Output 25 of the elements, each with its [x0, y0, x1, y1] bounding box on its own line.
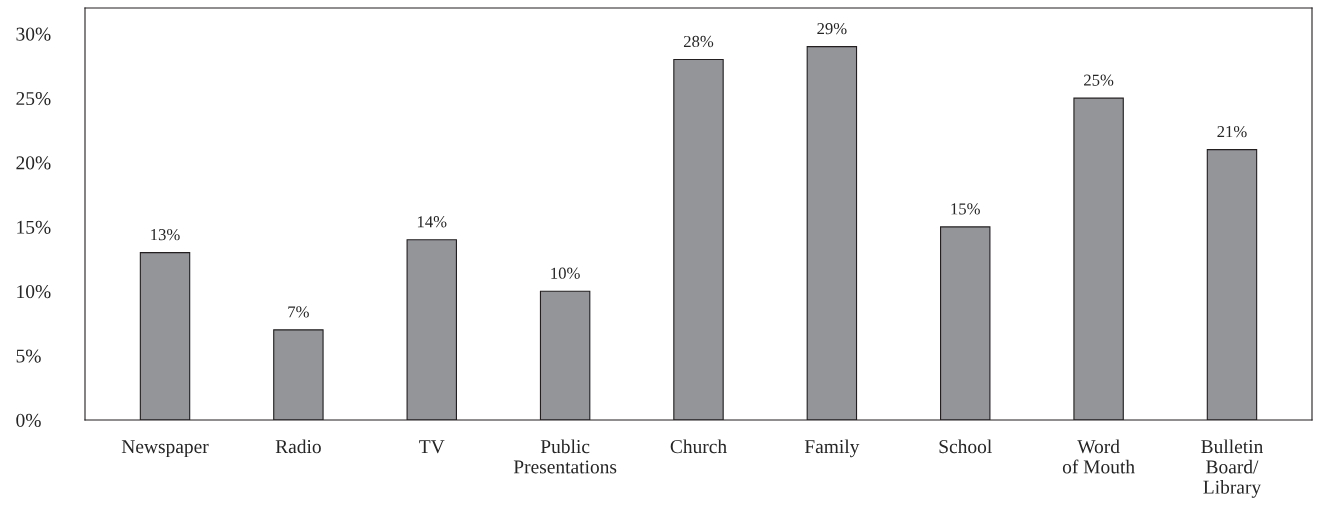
data-label: 10%: [551, 267, 580, 279]
x-tick-label: Family: [804, 439, 860, 458]
data-label: 21%: [1217, 125, 1247, 138]
data-label: 13%: [151, 228, 180, 241]
data-label: 25%: [1084, 74, 1114, 86]
x-tick-label: Radio: [275, 439, 321, 454]
data-label: 28%: [683, 35, 714, 48]
x-tick-label: Newspaper: [121, 440, 209, 458]
y-tick-label: 15%: [17, 220, 51, 234]
data-label: 15%: [951, 203, 980, 215]
x-tick-label: TV: [419, 440, 445, 454]
y-tick-label: 30%: [16, 27, 51, 41]
y-tick-label: 5%: [16, 349, 41, 363]
data-label: 29%: [817, 22, 847, 35]
x-tick-label: Public Presentations: [513, 439, 617, 474]
data-label: 7%: [288, 306, 309, 318]
y-tick-label: 0%: [16, 413, 41, 427]
x-tick-label: Church: [670, 439, 727, 454]
y-tick-label: 20%: [16, 156, 51, 170]
x-tick-label: Bulletin Board/ Library: [1201, 439, 1264, 498]
y-tick-label: 25%: [16, 91, 51, 106]
y-tick-label: 10%: [17, 285, 51, 299]
x-tick-label: Word of Mouth: [1062, 439, 1135, 474]
data-label: 14%: [417, 216, 447, 228]
x-tick-label: School: [939, 439, 992, 454]
